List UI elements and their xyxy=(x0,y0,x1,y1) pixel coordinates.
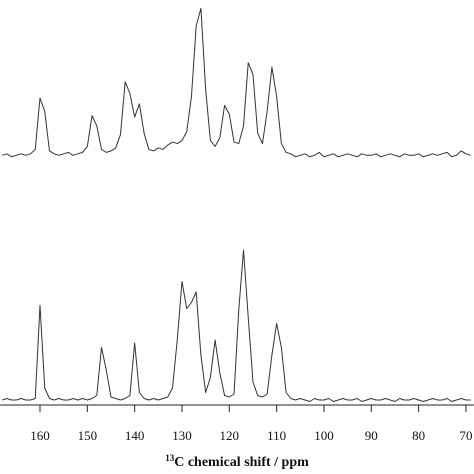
x-axis-title-sup: 13 xyxy=(165,453,175,463)
x-tick-label: 160 xyxy=(30,428,50,443)
x-tick-label: 80 xyxy=(412,428,425,443)
x-tick-label: 110 xyxy=(267,428,286,443)
x-tick-label: 70 xyxy=(459,428,472,443)
x-axis-title: 13C chemical shift / ppm xyxy=(165,453,309,470)
spectrum-line xyxy=(1,7,471,158)
x-tick-label: 120 xyxy=(220,428,240,443)
x-axis-title-text: C chemical shift / ppm xyxy=(174,455,309,470)
x-tick-label: 100 xyxy=(314,428,334,443)
x-tick-label: 130 xyxy=(172,428,192,443)
x-tick-label: 140 xyxy=(125,428,145,443)
spectrum-line xyxy=(1,249,471,402)
x-tick-label: 150 xyxy=(78,428,98,443)
x-tick-label: 90 xyxy=(365,428,378,443)
